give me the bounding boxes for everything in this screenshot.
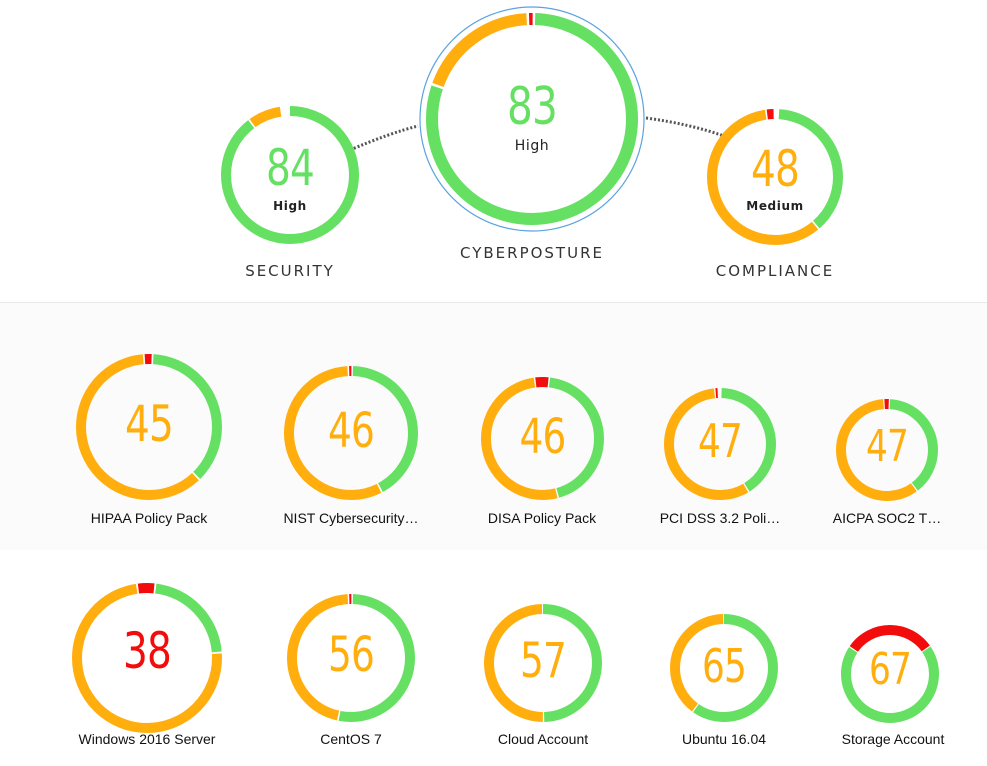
asset-gauge-storage[interactable]: 67 <box>838 624 942 724</box>
ring-orange-segment <box>707 109 843 245</box>
connector-right <box>645 116 725 138</box>
policy-label: PCI DSS 3.2 Poli… <box>659 510 781 526</box>
asset-label: Cloud Account <box>497 731 589 747</box>
policy-gauge-hipaa[interactable]: 45 <box>75 353 223 501</box>
ring-green-segment <box>76 354 222 500</box>
ring-green-segment <box>670 614 778 722</box>
policy-ring <box>836 399 938 501</box>
ring-green-segment <box>707 109 843 245</box>
policy-label: NIST Cybersecurity… <box>283 510 419 526</box>
cyberposture-rating: High <box>514 138 550 154</box>
section-divider <box>0 302 987 303</box>
ring-green-segment <box>284 366 418 500</box>
ring-green-segment <box>287 594 415 722</box>
compliance-label: COMPLIANCE <box>715 262 835 280</box>
cyberposture-label: CYBERPOSTURE <box>460 244 604 262</box>
security-label: SECURITY <box>245 262 335 280</box>
asset-ring <box>484 604 602 722</box>
asset-label: Windows 2016 Server <box>78 731 216 747</box>
asset-label: CentOS 7 <box>320 731 382 747</box>
ring-green-segment <box>836 399 938 501</box>
policy-score: 47 <box>865 421 909 472</box>
gauge-connectors <box>349 116 725 152</box>
ring-orange-segment <box>76 354 222 500</box>
cyberposture-score: 83 <box>506 77 558 137</box>
cyberposture-ring <box>419 6 645 232</box>
asset-ring <box>841 625 939 723</box>
policy-score: 47 <box>697 414 743 468</box>
ring-red-segment <box>426 13 638 225</box>
ring-red-segment <box>836 399 938 501</box>
ring-orange-segment <box>287 594 415 722</box>
ring-green-segment <box>664 388 776 500</box>
asset-label: Storage Account <box>841 731 945 747</box>
ring-red-segment <box>481 377 604 500</box>
ring-orange-segment <box>481 377 604 500</box>
policy-score: 45 <box>124 395 174 453</box>
ring-red-segment <box>76 354 222 500</box>
policy-gauge-pci[interactable]: 47 <box>663 387 777 501</box>
security-rating: High <box>273 199 307 213</box>
asset-ring <box>72 583 222 733</box>
policy-ring <box>481 377 604 500</box>
asset-ring <box>287 594 415 722</box>
ring-red-segment <box>841 625 939 723</box>
ring-orange-segment <box>284 366 418 500</box>
security-score: 84 <box>265 139 315 197</box>
selected-halo <box>419 6 645 232</box>
ring-red-segment <box>284 366 418 500</box>
policy-score: 46 <box>519 409 566 465</box>
asset-gauge-ubuntu[interactable]: 65 <box>667 613 781 723</box>
connector-left <box>349 124 419 152</box>
ring-orange-segment <box>484 604 602 722</box>
asset-gauge-cloud[interactable]: 57 <box>479 603 607 723</box>
asset-score: 57 <box>519 633 567 689</box>
ring-red-segment <box>72 583 222 733</box>
ring-green-segment <box>841 625 939 723</box>
compliance-rating: Medium <box>746 199 804 213</box>
ring-green-segment <box>481 377 604 500</box>
asset-score: 38 <box>122 622 172 680</box>
policy-ring <box>284 366 418 500</box>
policy-ring <box>76 354 222 500</box>
policy-ring <box>664 388 776 500</box>
security-gauge[interactable]: 84 High <box>220 105 360 245</box>
policy-pack-section <box>0 303 987 550</box>
policy-gauge-aicpa[interactable]: 47 <box>835 398 939 502</box>
asset-score: 67 <box>868 644 912 695</box>
ring-red-segment <box>287 594 415 722</box>
security-ring <box>221 106 359 244</box>
policy-label: AICPA SOC2 T… <box>832 510 942 526</box>
policy-gauge-nist[interactable]: 46 <box>283 365 419 501</box>
ring-green-segment <box>484 604 602 722</box>
ring-green-segment <box>221 106 359 244</box>
asset-gauge-windows[interactable]: 38 <box>71 582 223 734</box>
ring-green-segment <box>426 13 638 225</box>
ring-orange-segment <box>72 583 222 733</box>
compliance-score: 48 <box>750 140 800 198</box>
policy-score: 46 <box>327 403 375 459</box>
ring-orange-segment <box>836 399 938 501</box>
asset-score: 65 <box>701 639 747 693</box>
compliance-gauge[interactable]: 48 Medium <box>706 108 844 246</box>
policy-label: HIPAA Policy Pack <box>90 510 208 526</box>
asset-score: 56 <box>327 627 375 683</box>
policy-label: DISA Policy Pack <box>487 510 597 526</box>
policy-gauge-disa[interactable]: 46 <box>480 376 605 501</box>
asset-label: Ubuntu 16.04 <box>681 731 767 747</box>
ring-orange-segment <box>664 388 776 500</box>
asset-gauge-centos[interactable]: 56 <box>281 593 421 723</box>
compliance-ring <box>707 109 843 245</box>
asset-ring <box>670 614 778 722</box>
cyberposture-gauge[interactable]: 83 High <box>418 5 646 233</box>
ring-orange-segment <box>670 614 778 722</box>
